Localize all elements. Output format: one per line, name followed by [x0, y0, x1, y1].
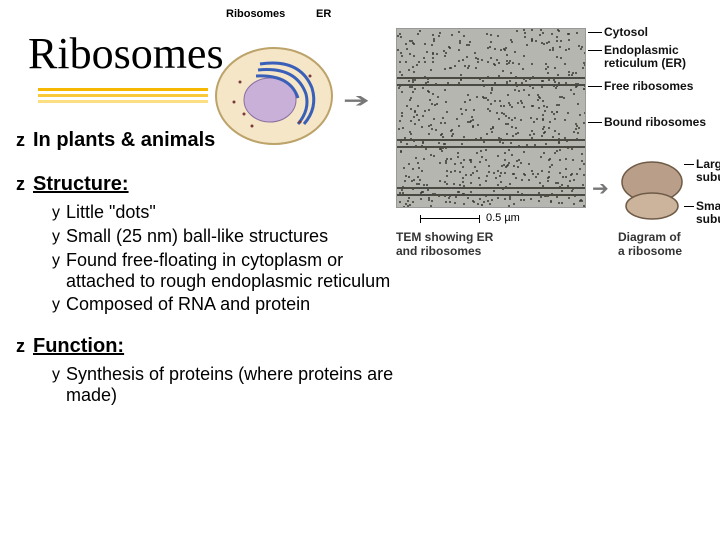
- bullet-y-icon: y: [52, 226, 60, 248]
- bullet-y-icon: y: [52, 294, 60, 316]
- scale-bar-label: 0.5 µm: [486, 212, 520, 224]
- tem-dots: [397, 29, 585, 207]
- bullet-z-icon: z: [16, 172, 25, 196]
- scale-bar-line: [420, 218, 480, 219]
- label-cytosol: Cytosol: [604, 26, 648, 39]
- level1-text: Structure:: [33, 172, 129, 196]
- label-text: Bound ribosomes: [604, 115, 706, 129]
- bullet-level2: y Synthesis of proteins (where proteins …: [52, 364, 416, 406]
- label-er: Endoplasmicreticulum (ER): [604, 44, 686, 70]
- ribosome-diagram: [618, 158, 688, 224]
- label-large-subunit: Largesubunit: [696, 158, 720, 184]
- bullet-z-icon: z: [16, 128, 25, 152]
- label-text: Free ribosomes: [604, 79, 693, 93]
- level1-text: In plants & animals: [33, 128, 215, 152]
- diagram-label-ribosomes: Ribosomes: [226, 8, 285, 20]
- underline-bar-2: [38, 94, 208, 97]
- label-text: Smallsubunit: [696, 199, 720, 226]
- bullet-y-icon: y: [52, 202, 60, 224]
- bullet-y-icon: y: [52, 364, 60, 386]
- underline-bar-3: [38, 100, 208, 103]
- scale-bar: 0.5 µm: [420, 212, 520, 224]
- label-text: Cytosol: [604, 25, 648, 39]
- bullet-level2: y Composed of RNA and protein: [52, 294, 416, 316]
- bullet-y-icon: y: [52, 250, 60, 272]
- level2-text: Synthesis of proteins (where proteins ar…: [66, 364, 406, 406]
- label-bound-ribosomes: Bound ribosomes: [604, 116, 706, 129]
- title-underline: [38, 88, 208, 102]
- underline-bar-1: [38, 88, 208, 91]
- figure-region: Ribosomes ER ➔ ➔ 0.5 µm TEM showing ERan…: [210, 8, 715, 288]
- bullet-level1: z Function:: [16, 334, 416, 358]
- level2-text: Composed of RNA and protein: [66, 294, 310, 315]
- label-small-subunit: Smallsubunit: [696, 200, 720, 226]
- ribo-caption: Diagram ofa ribosome: [618, 230, 682, 258]
- arrow-icon: ➔: [343, 88, 370, 113]
- label-text: Largesubunit: [696, 157, 720, 184]
- level1-text: Function:: [33, 334, 124, 358]
- tem-caption: TEM showing ERand ribosomes: [396, 230, 493, 258]
- sub-list-function: y Synthesis of proteins (where proteins …: [52, 364, 416, 406]
- diagram-label-er: ER: [316, 8, 331, 20]
- cell-diagram: [210, 22, 338, 150]
- label-free-ribosomes: Free ribosomes: [604, 80, 693, 93]
- level2-text: Little "dots": [66, 202, 156, 223]
- arrow-icon: ➔: [592, 176, 609, 201]
- label-text: Endoplasmicreticulum (ER): [604, 43, 686, 70]
- bullet-z-icon: z: [16, 334, 25, 358]
- tem-micrograph: [396, 28, 586, 208]
- page-title: Ribosomes: [28, 28, 224, 79]
